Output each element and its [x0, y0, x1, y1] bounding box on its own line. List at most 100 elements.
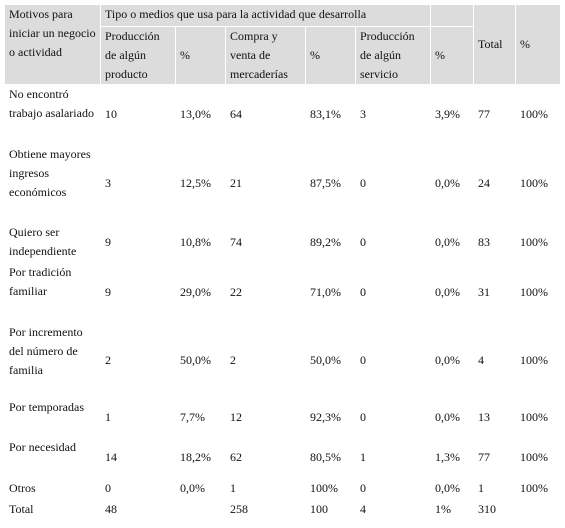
table-row: Por incremento del número de familia 2 50,…	[4, 322, 561, 398]
cell: 10	[100, 84, 176, 145]
cell: 0	[355, 397, 431, 438]
cell: 71,0%	[305, 262, 356, 323]
cell: 1,3%	[430, 437, 474, 478]
cell: 92,3%	[305, 397, 356, 438]
cell: 4	[355, 499, 431, 520]
cell	[175, 499, 226, 520]
table-row: Obtiene mayores ingresos económicos 3 12,5…	[4, 144, 561, 223]
header-cell: %	[305, 26, 356, 85]
cell: 14	[100, 437, 176, 478]
cell: 0	[355, 222, 431, 263]
cell: 0	[355, 144, 431, 223]
cell	[515, 499, 561, 520]
header-cell: Producción de algún producto	[100, 26, 176, 85]
cell: 12,5%	[175, 144, 226, 223]
cell: 77	[473, 437, 516, 478]
cell: 31	[473, 262, 516, 323]
row-label: Por incremento del número de familia	[4, 322, 101, 398]
header-cell: Compra y venta de mercaderías	[225, 26, 306, 85]
cell: 100%	[515, 262, 561, 323]
cell: 100%	[515, 477, 561, 500]
cell: 0	[355, 322, 431, 398]
cell: 0	[355, 477, 431, 500]
cell: 83,1%	[305, 84, 356, 145]
cell: 310	[473, 499, 516, 520]
cell: 0,0%	[430, 262, 474, 323]
cell: 1	[473, 477, 516, 500]
cell: 258	[225, 499, 306, 520]
header-cell: Tipo o medios que usa para la actividad …	[100, 4, 431, 27]
cell: 0	[100, 477, 176, 500]
cell: 1	[225, 477, 306, 500]
cell: 0,0%	[430, 322, 474, 398]
header-cell	[430, 4, 474, 27]
cell: 100%	[515, 437, 561, 478]
cell: 0,0%	[430, 397, 474, 438]
cell: 7,7%	[175, 397, 226, 438]
cell: 100%	[515, 84, 561, 145]
cell: 83	[473, 222, 516, 263]
cell: 1	[100, 397, 176, 438]
table-row: Por temporadas 1 7,7% 12 92,3% 0 0,0% 13 100%	[4, 397, 561, 438]
cell: 77	[473, 84, 516, 145]
cell: 50,0%	[175, 322, 226, 398]
cell: 0,0%	[175, 477, 226, 500]
row-label: No encontró trabajo asalariado	[4, 84, 101, 145]
cell: 21	[225, 144, 306, 223]
cell: 0,0%	[430, 144, 474, 223]
table-row: Quiero ser independiente 9 10,8% 74 89,2% 0 0,…	[4, 222, 561, 263]
cell: 3	[355, 84, 431, 145]
cell: 100	[305, 499, 356, 520]
header-cell: Motivos para iniciar un negocio o activi…	[4, 4, 101, 85]
row-label: Por tradición familiar	[4, 262, 101, 323]
cell: 100%	[515, 397, 561, 438]
cell: 24	[473, 144, 516, 223]
row-label: Total	[4, 499, 101, 520]
table-row: Total 48 258 100 4 1% 310	[4, 499, 561, 520]
table-row: Otros 0 0,0% 1 100% 0 0,0% 1 100%	[4, 477, 561, 500]
row-label: Quiero ser independiente	[4, 222, 101, 263]
cell: 13,0%	[175, 84, 226, 145]
cell: 3	[100, 144, 176, 223]
row-label: Por necesidad	[4, 437, 101, 478]
header-cell: Total	[473, 4, 516, 85]
header-cell: %	[430, 26, 474, 85]
table-row: Por necesidad 14 18,2% 62 80,5% 1 1,3% 77 100%	[4, 437, 561, 478]
header-cell: %	[175, 26, 226, 85]
cell: 87,5%	[305, 144, 356, 223]
cell: 0	[355, 262, 431, 323]
cell: 9	[100, 262, 176, 323]
table-row: Por tradición familiar 9 29,0% 22 71,0% 0 0,0%…	[4, 262, 561, 323]
cell: 50,0%	[305, 322, 356, 398]
cell: 4	[473, 322, 516, 398]
cell: 100%	[515, 322, 561, 398]
cell: 100%	[305, 477, 356, 500]
row-label: Otros	[4, 477, 101, 500]
cell: 12	[225, 397, 306, 438]
cell: 18,2%	[175, 437, 226, 478]
cell: 100%	[515, 222, 561, 263]
header-cell: %	[515, 4, 561, 85]
cell: 2	[225, 322, 306, 398]
cell: 64	[225, 84, 306, 145]
cell: 0,0%	[430, 222, 474, 263]
cell: 89,2%	[305, 222, 356, 263]
cell: 29,0%	[175, 262, 226, 323]
cell: 13	[473, 397, 516, 438]
row-label: Obtiene mayores ingresos económicos	[4, 144, 101, 223]
row-label: Por temporadas	[4, 397, 101, 438]
table-row: No encontró trabajo asalariado 10 13,0% 64 8…	[4, 84, 561, 145]
cell: 62	[225, 437, 306, 478]
cell: 9	[100, 222, 176, 263]
cell: 74	[225, 222, 306, 263]
cell: 1%	[430, 499, 474, 520]
cell: 1	[355, 437, 431, 478]
data-table: Motivos para iniciar un negocio o activi…	[4, 4, 561, 520]
cell: 0,0%	[430, 477, 474, 500]
table-body: No encontró trabajo asalariado 10 13,0% 64 8…	[4, 84, 561, 520]
cell: 3,9%	[430, 84, 474, 145]
cell: 80,5%	[305, 437, 356, 478]
cell: 22	[225, 262, 306, 323]
cell: 10,8%	[175, 222, 226, 263]
cell: 100%	[515, 144, 561, 223]
